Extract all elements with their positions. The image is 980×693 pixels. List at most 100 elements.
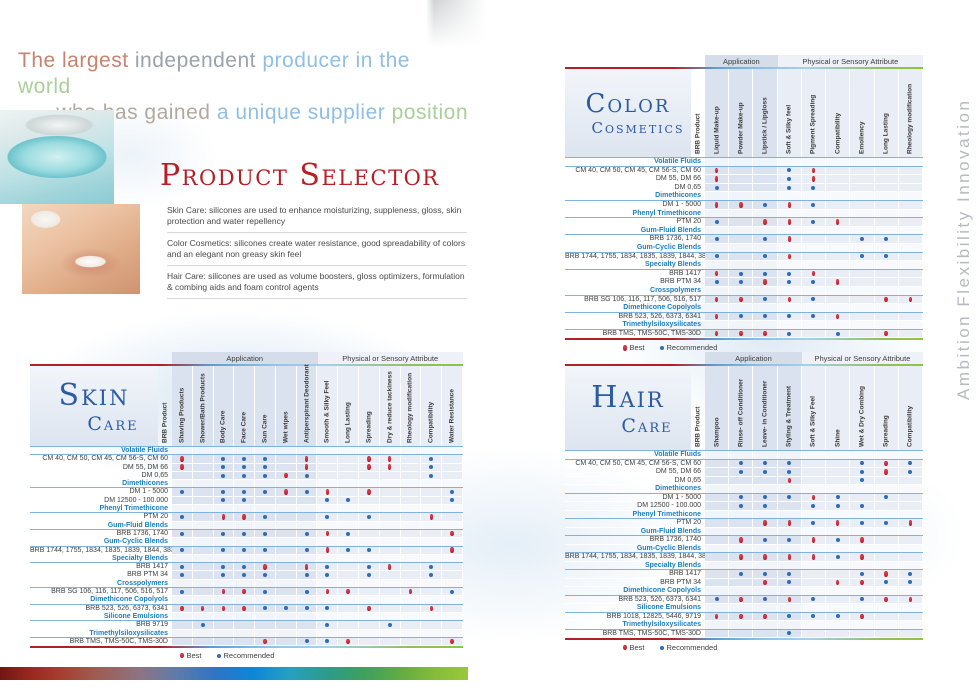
table-row: DM 0,65 [30,471,463,481]
rating-cell [213,471,235,480]
rating-cell [753,175,778,183]
table-row: BRB TMS, TMS-50C, TMS-30D [565,329,923,339]
rating-cell [801,476,827,484]
rating-cell [338,463,360,471]
rating-cell [850,459,875,467]
table-row: BRB 9719 [30,621,463,630]
table-title: Hair Care [565,366,691,450]
rating-cell [777,468,802,476]
rating-cell [400,521,422,529]
rating-cell [777,183,802,192]
category-row: Phenyl Trimethicone [565,209,923,219]
rating-cell [296,521,318,529]
rating-cell [801,527,827,535]
rating-cell [421,554,443,563]
rating-cell [729,235,754,243]
rating-cell [705,166,730,175]
table-row: CM 40, CM 50, CM 45, CM 56-S, CM 60 [565,166,923,176]
product-label: DM 0,65 [674,476,701,484]
rating-cell [317,563,339,571]
best-dot [763,613,767,619]
rating-cell [705,278,730,286]
rating-cell [192,612,214,621]
rating-cell [172,563,193,571]
rating-cell [850,158,875,166]
rating-cell [898,536,923,544]
column-header-label: Wet & Dry Combing [858,386,866,447]
rating-cell [729,553,754,561]
rating-cell [296,604,318,612]
best-dot [325,588,330,595]
rating-cell [213,480,235,488]
rating-cell [338,513,360,521]
recommended-dot [242,573,247,578]
recommended-dot [263,606,268,611]
recommended-dot [221,531,226,536]
rating-cell [801,269,827,278]
rating-cell [777,243,802,252]
rating-cell [421,488,443,496]
rating-cell [753,295,778,304]
product-label: CM 40, CM 50, CM 45, CM 56-S, CM 60 [575,459,701,467]
rating-cell [898,519,923,527]
rating-cell [421,546,443,554]
rating-cell [400,637,422,646]
best-dot [763,579,767,585]
rating-cell [359,538,380,546]
recommended-dot [763,495,768,500]
rating-cell [234,629,256,637]
group-physical-attribute: Physical or Sensory Attribute [317,352,463,364]
rating-cell [296,571,318,579]
rating-cell [255,447,276,455]
rating-cell [275,637,297,646]
rating-cell [275,629,297,637]
rating-cell [777,226,802,235]
legend-recommended: Recommended [659,643,717,652]
recommended-dot [429,473,434,478]
rating-cell [753,261,778,269]
rating-cell [400,538,422,546]
rating-cell [275,529,297,538]
rating-cell [442,554,463,563]
column-header: Long Lasting [338,366,360,446]
rating-cell [753,587,778,595]
rating-cell [705,192,730,200]
category-row: Volatile Fluids [565,158,923,167]
water-droplet-highlight [252,303,272,325]
best-dot [787,219,792,225]
rating-cell [898,544,923,552]
rating-cell [874,502,899,510]
rating-cell [421,447,443,455]
rating-cell [729,218,754,226]
rating-cell [255,629,276,637]
legend-recommended: Recommended [216,651,274,660]
rating-cell [898,192,923,200]
rating-cell [317,447,339,455]
rating-cell [729,578,754,586]
table-header: Hair Care BRB Product Shampoo Rinse- off Con… [565,366,923,451]
best-dot [811,176,816,182]
rating-cell [234,480,256,488]
best-dot [450,638,454,645]
category-label: Trimethylsiloxysilicates [622,621,701,628]
recommended-dot [450,589,455,594]
rating-cell [753,200,778,209]
rating-cell [705,604,730,612]
rating-cell [826,278,851,286]
rating-cell [296,529,318,538]
column-header-label: Rheology modification [906,83,914,154]
rating-cell [255,596,276,604]
recommended-dot [763,571,768,576]
best-dot [811,270,816,277]
rating-cell [729,519,754,527]
product-label: DM 55, DM 66 [655,175,701,183]
rating-cell [442,579,463,588]
rating-cell [705,459,730,467]
rating-cell [255,571,276,579]
recommended-dot [325,564,330,569]
best-dot [739,202,743,208]
rating-cell [234,604,256,612]
rating-cell [753,183,778,192]
rating-cell [777,278,802,286]
